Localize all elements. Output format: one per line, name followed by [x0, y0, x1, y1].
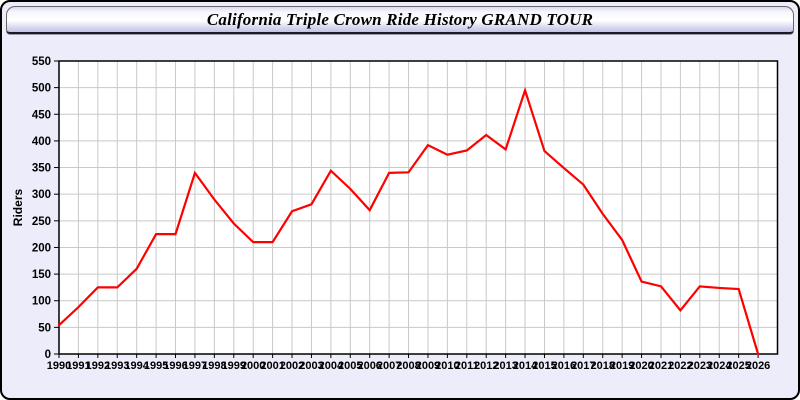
- svg-text:2019: 2019: [610, 360, 634, 372]
- svg-text:2022: 2022: [668, 360, 692, 372]
- svg-text:50: 50: [38, 322, 51, 334]
- svg-text:1993: 1993: [105, 360, 129, 372]
- svg-text:2021: 2021: [649, 360, 673, 372]
- svg-text:300: 300: [32, 189, 51, 201]
- svg-text:2023: 2023: [688, 360, 712, 372]
- svg-text:550: 550: [32, 56, 51, 68]
- svg-text:2002: 2002: [280, 360, 304, 372]
- svg-text:1996: 1996: [163, 360, 187, 372]
- svg-text:1995: 1995: [144, 360, 168, 372]
- svg-text:2003: 2003: [299, 360, 323, 372]
- y-axis-labels: 0 50 100 150 200 250 300 350 400 450 500 550: [32, 56, 51, 361]
- svg-text:2010: 2010: [435, 360, 459, 372]
- plot-background: [59, 61, 778, 354]
- svg-text:100: 100: [32, 296, 51, 308]
- svg-text:2004: 2004: [319, 360, 344, 372]
- svg-text:250: 250: [32, 216, 51, 228]
- svg-text:2024: 2024: [707, 360, 732, 372]
- svg-text:2006: 2006: [357, 360, 381, 372]
- x-axis-labels: 1990199119921993199419951996199719981999…: [47, 360, 771, 372]
- svg-text:450: 450: [32, 109, 51, 121]
- svg-text:2014: 2014: [513, 360, 538, 372]
- riders-series-line: [57, 86, 760, 356]
- svg-text:2017: 2017: [571, 360, 595, 372]
- svg-text:2000: 2000: [241, 360, 265, 372]
- chart-title: California Triple Crown Ride History GRA…: [206, 9, 594, 29]
- svg-text:350: 350: [32, 163, 51, 175]
- svg-text:400: 400: [32, 136, 51, 148]
- svg-text:200: 200: [32, 242, 51, 254]
- title-bar: California Triple Crown Ride History GRA…: [6, 6, 794, 34]
- svg-text:1997: 1997: [183, 360, 207, 372]
- svg-text:2008: 2008: [396, 360, 420, 372]
- y-axis-title: Riders: [11, 189, 25, 227]
- svg-text:2016: 2016: [552, 360, 576, 372]
- svg-text:1999: 1999: [222, 360, 246, 372]
- svg-text:2007: 2007: [377, 360, 401, 372]
- plot-border: [58, 60, 779, 355]
- svg-text:2005: 2005: [338, 360, 362, 372]
- svg-text:2009: 2009: [416, 360, 440, 372]
- svg-text:2020: 2020: [629, 360, 653, 372]
- svg-text:150: 150: [32, 269, 51, 281]
- svg-text:500: 500: [32, 83, 51, 95]
- svg-text:2013: 2013: [493, 360, 517, 372]
- svg-text:2018: 2018: [590, 360, 614, 372]
- svg-text:2015: 2015: [532, 360, 556, 372]
- svg-text:1992: 1992: [86, 360, 110, 372]
- svg-text:2026: 2026: [746, 360, 770, 372]
- svg-text:1994: 1994: [124, 360, 149, 372]
- svg-text:2001: 2001: [260, 360, 284, 372]
- svg-text:1991: 1991: [66, 360, 90, 372]
- svg-text:1998: 1998: [202, 360, 226, 372]
- svg-text:2025: 2025: [726, 360, 750, 372]
- svg-text:1990: 1990: [47, 360, 71, 372]
- svg-text:0: 0: [45, 349, 51, 361]
- svg-text:2012: 2012: [474, 360, 498, 372]
- svg-text:2011: 2011: [455, 360, 479, 372]
